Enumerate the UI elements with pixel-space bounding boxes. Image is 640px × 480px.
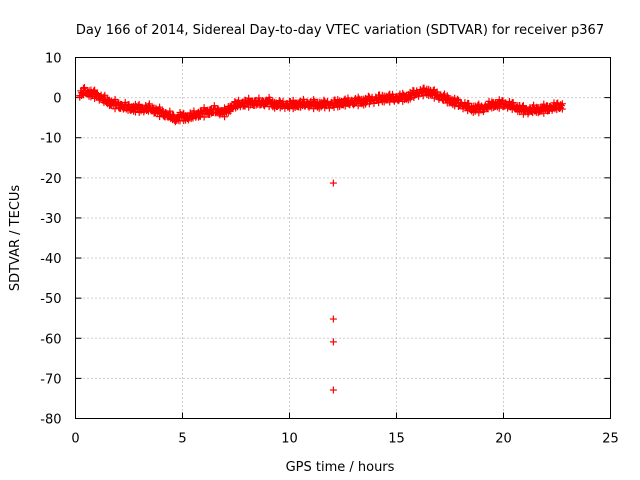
outlier-point — [329, 315, 337, 323]
data-point — [429, 87, 437, 95]
data-point — [166, 107, 174, 115]
x-tick-label: 5 — [178, 432, 186, 447]
grid-lines — [75, 57, 611, 419]
data-point — [406, 95, 414, 103]
x-tick-label: 25 — [602, 432, 619, 447]
data-point — [453, 95, 461, 103]
y-tick-labels: 10 0 -10 -20 -30 -40 -50 -60 -70 -80 — [40, 52, 61, 428]
y-tick-label: 0 — [53, 92, 61, 107]
y-tick-label: -60 — [40, 332, 61, 347]
y-tick-label: -20 — [40, 172, 61, 187]
axis-ticks — [75, 57, 611, 419]
y-tick-label: -40 — [40, 252, 61, 267]
data-point — [279, 97, 287, 105]
data-point — [364, 92, 372, 100]
data-points — [76, 84, 566, 394]
x-axis-label: GPS time / hours — [286, 460, 395, 475]
chart-title: Day 166 of 2014, Sidereal Day-to-day VTE… — [76, 23, 604, 38]
x-tick-label: 15 — [388, 432, 405, 447]
outlier-point — [329, 179, 337, 187]
data-point — [558, 100, 566, 108]
data-point — [156, 103, 164, 111]
data-point — [210, 102, 218, 110]
y-tick-label: -50 — [40, 292, 61, 307]
data-point — [518, 103, 526, 111]
outlier-point — [329, 386, 337, 394]
data-point — [101, 91, 109, 99]
data-point — [145, 100, 153, 108]
x-tick-label: 10 — [281, 432, 298, 447]
y-tick-label: -80 — [40, 413, 61, 428]
data-point — [221, 113, 229, 121]
y-tick-label: 10 — [45, 52, 62, 67]
x-tick-labels: 0 5 10 15 20 25 — [71, 432, 618, 447]
y-tick-label: -70 — [40, 372, 61, 387]
data-point — [255, 94, 263, 102]
x-tick-label: 0 — [71, 432, 79, 447]
data-point — [320, 96, 328, 104]
y-axis-label: SDTVAR / TECUs — [8, 185, 23, 292]
data-point — [540, 109, 548, 117]
y-tick-label: -30 — [40, 212, 61, 227]
x-tick-label: 20 — [495, 432, 512, 447]
plot-frame — [75, 57, 611, 419]
data-point — [495, 104, 503, 112]
y-tick-label: -10 — [40, 132, 61, 147]
outlier-point — [329, 338, 337, 346]
